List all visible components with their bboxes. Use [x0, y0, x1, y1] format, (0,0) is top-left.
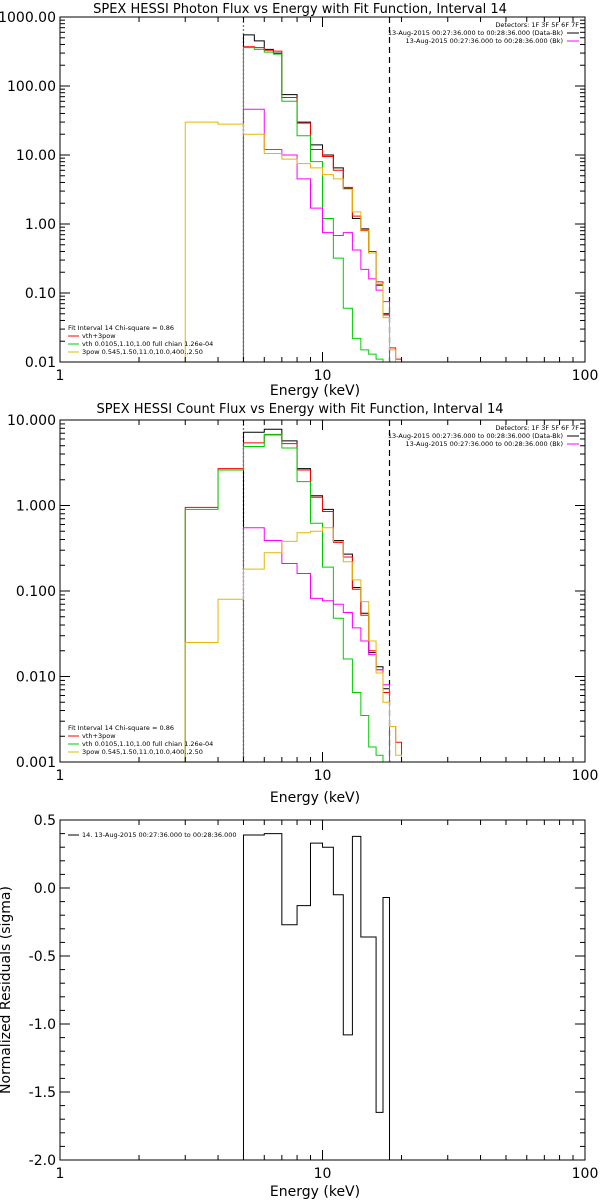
x-axis-label: Energy (keV) — [270, 790, 360, 806]
y-axis-label: Normalized Residuals (sigma) — [0, 886, 14, 1094]
series-4-step-line — [242, 108, 391, 362]
y-tick-label: -2.0 — [29, 1153, 56, 1169]
legend-left-label: 3pow 0.545,1.50,11.0,10.0,400.,2.50 — [82, 748, 203, 756]
x-axis-label: Energy (keV) — [270, 1184, 360, 1200]
legend-right-label: 13-Aug-2015 00:27:36.000 to 00:28:36.000… — [388, 432, 563, 440]
legend-left-label: Fit Interval 14 Chi-square = 0.86 — [68, 324, 174, 332]
x-tick-label: 10 — [314, 1166, 332, 1182]
y-tick-label: 0.0 — [34, 881, 56, 897]
series-3-step-line — [242, 47, 384, 362]
series-1-step-line — [242, 34, 391, 362]
chart-1: SPEX HESSI Photon Flux vs Energy with Fi… — [0, 2, 598, 399]
chart-2: SPEX HESSI Count Flux vs Energy with Fit… — [7, 402, 598, 806]
chart-title: SPEX HESSI Photon Flux vs Energy with Fi… — [93, 2, 507, 17]
series-5-step-line — [184, 527, 403, 762]
plot-data — [242, 833, 391, 1160]
series-4-step-line — [242, 527, 391, 762]
x-tick-label: 100 — [572, 768, 599, 784]
series-2-step-line — [242, 46, 403, 362]
plot-data — [184, 17, 403, 362]
y-tick-label: 100.00 — [7, 79, 56, 95]
series-2-step-line — [184, 434, 403, 762]
legend-right-label: 13-Aug-2015 00:27:36.000 to 00:28:36.000… — [406, 440, 563, 448]
y-tick-label: 0.010 — [16, 670, 56, 686]
y-tick-label: -1.0 — [29, 1017, 56, 1033]
x-tick-label: 1 — [56, 768, 65, 784]
plot-frame — [59, 419, 586, 763]
chart-3: Energy (keV) Normalized Residuals (sigma)… — [0, 813, 598, 1200]
chart-title: SPEX HESSI Count Flux vs Energy with Fit… — [96, 402, 503, 417]
legend-left-label: Fit Interval 14 Chi-square = 0.86 — [68, 724, 174, 732]
legend-left-label: vth 0.0105,1.10,1.00 full chian 1.26e-04 — [82, 340, 213, 348]
y-tick-label: 0.01 — [25, 355, 56, 371]
legend-left-label: 14. 13-Aug-2015 00:27:36.000 to 00:28:36… — [82, 831, 237, 839]
legend-left-label: 3pow 0.545,1.50,11.0,10.0,400.,2.50 — [82, 348, 203, 356]
y-tick-label: 1.00 — [25, 217, 56, 233]
y-tick-label: -1.5 — [29, 1085, 56, 1101]
x-axis-label: Energy (keV) — [270, 383, 360, 399]
x-tick-label: 1 — [56, 368, 65, 384]
y-tick-label: 0.001 — [16, 755, 56, 771]
x-tick-label: 100 — [572, 368, 599, 384]
y-tick-label: 10.00 — [16, 148, 56, 164]
series-1-step-line — [242, 833, 391, 1160]
y-tick-label: -0.5 — [29, 949, 56, 965]
y-tick-label: 0.5 — [34, 813, 56, 829]
legend-right-label: Detectors: 1F 3F 5F 6F 7F — [495, 21, 579, 29]
legend-left-label: vth 0.0105,1.10,1.00 full chian 1.26e-04 — [82, 740, 213, 748]
series-3-step-line — [184, 433, 384, 762]
legend-right-label: Detectors: 1F 3F 5F 6F 7F — [495, 424, 579, 432]
y-tick-label: 0.100 — [16, 584, 56, 600]
x-tick-label: 10 — [314, 368, 332, 384]
y-tick-label: 1000.00 — [0, 10, 56, 26]
y-tick-label: 1.000 — [16, 499, 56, 515]
x-tick-label: 100 — [572, 1166, 599, 1182]
series-5-step-line — [184, 121, 403, 362]
x-tick-label: 10 — [314, 768, 332, 784]
legend-right-label: 13-Aug-2015 00:27:36.000 to 00:28:36.000… — [388, 29, 563, 37]
y-tick-label: 0.10 — [25, 286, 56, 302]
plot-frame — [59, 819, 586, 1161]
legend-right-label: 13-Aug-2015 00:27:36.000 to 00:28:36.000… — [406, 37, 563, 45]
plot-data — [184, 420, 403, 762]
legend-left-label: vth+3pow — [82, 332, 116, 340]
y-tick-label: 10.000 — [7, 413, 56, 429]
legend-left-label: vth+3pow — [82, 732, 116, 740]
x-tick-label: 1 — [56, 1166, 65, 1182]
